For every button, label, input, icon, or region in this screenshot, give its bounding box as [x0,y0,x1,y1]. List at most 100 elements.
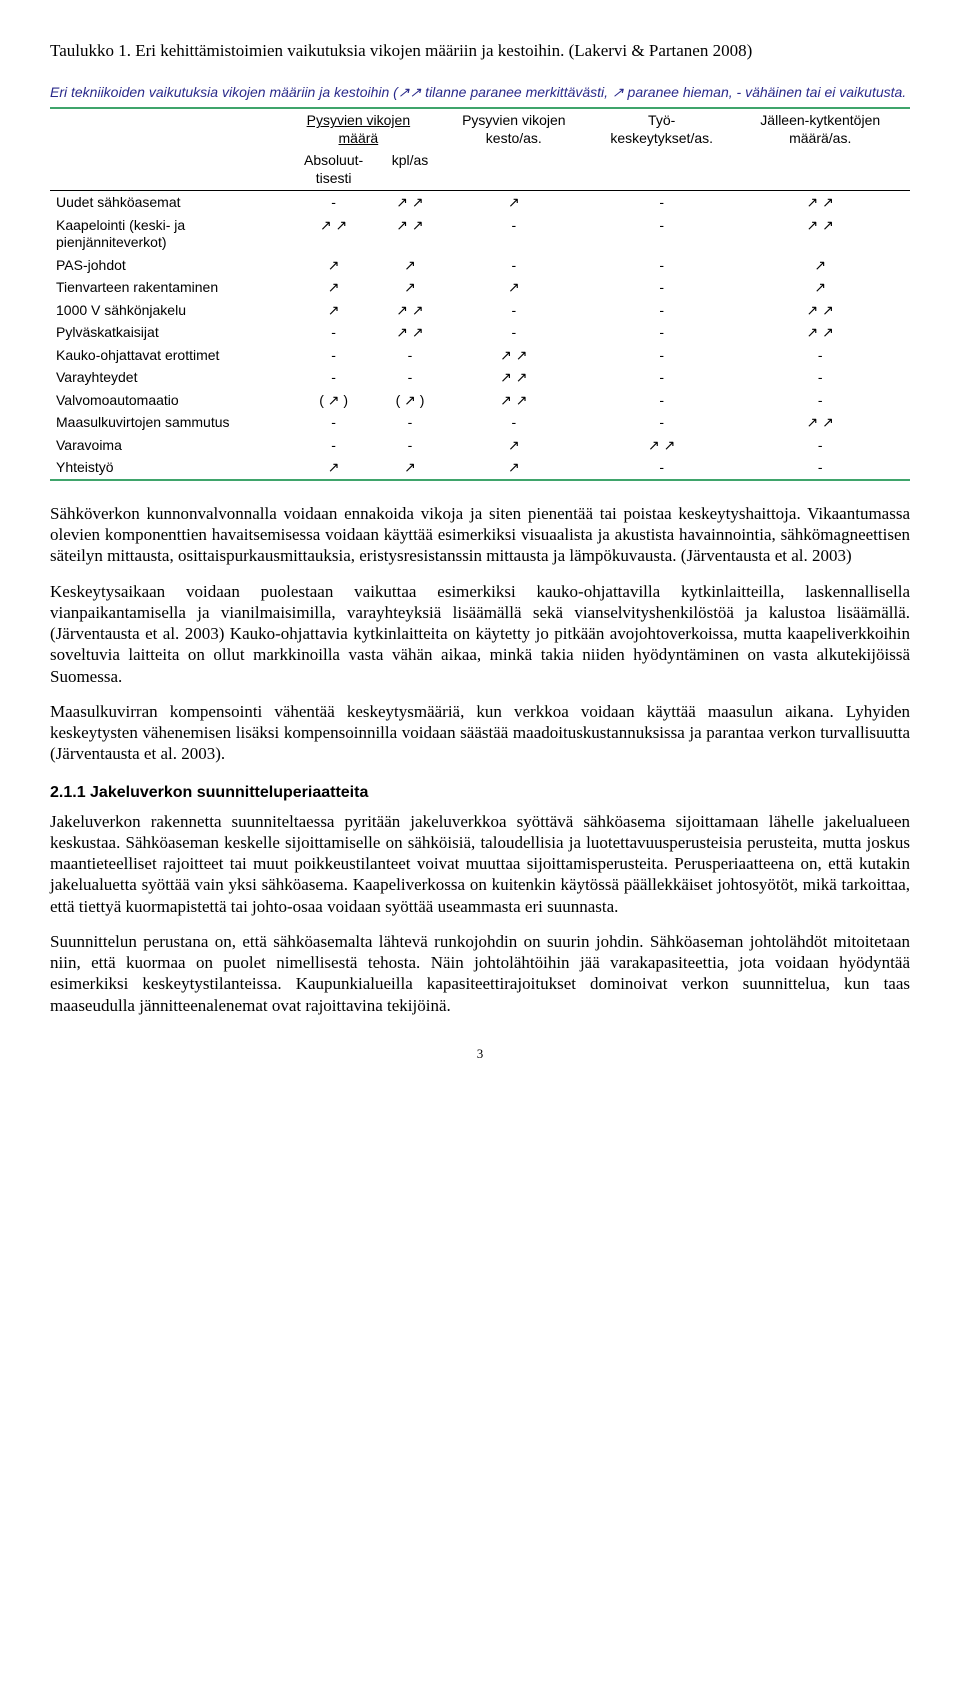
table-row: Kaapelointi (keski- ja pienjänniteverkot… [50,214,910,254]
cell: - [730,456,910,479]
table-row: Pylväskatkaisijat-↗ ↗--↗ ↗ [50,321,910,344]
table-row: PAS-johdot↗↗--↗ [50,254,910,277]
cell: - [593,366,731,389]
cell: ↗ [435,191,593,214]
row-label: Varavoima [50,434,282,457]
table-row: Uudet sähköasemat-↗ ↗↗-↗ ↗ [50,191,910,214]
table-row: Varavoima--↗↗ ↗- [50,434,910,457]
cell: ↗ ↗ [730,299,910,322]
table-row: Varayhteydet--↗ ↗-- [50,366,910,389]
cell: - [385,434,435,457]
row-label: Kaapelointi (keski- ja pienjänniteverkot… [50,214,282,254]
cell: ( ↗ ) [282,389,385,412]
cell: - [593,191,731,214]
row-label: Varayhteydet [50,366,282,389]
cell: ↗ ↗ [385,321,435,344]
table-row: Maasulkuvirtojen sammutus----↗ ↗ [50,411,910,434]
th-work: Työ-keskeytykset/as. [593,109,731,149]
cell: ↗ [730,276,910,299]
cell: - [435,411,593,434]
th-group-count: Pysyvien vikojen määrä [282,109,435,149]
row-label: Pylväskatkaisijat [50,321,282,344]
cell: - [593,389,731,412]
cell: - [282,321,385,344]
table-description: Eri tekniikoiden vaikutuksia vikojen mää… [50,83,910,101]
cell: ↗ ↗ [385,214,435,254]
paragraph-2: Keskeytysaikaan voidaan puolestaan vaiku… [50,581,910,687]
cell: - [593,214,731,254]
row-label: Yhteistyö [50,456,282,479]
table-row: 1000 V sähkönjakelu↗↗ ↗--↗ ↗ [50,299,910,322]
th-sub5 [730,149,910,191]
cell: - [593,411,731,434]
cell: - [435,254,593,277]
cell: ↗ ↗ [435,366,593,389]
cell: - [282,434,385,457]
cell: - [385,411,435,434]
cell: - [730,389,910,412]
effects-table: Pysyvien vikojen määrä Pysyvien vikojen … [50,109,910,479]
paragraph-1: Sähköverkon kunnonvalvonnalla voidaan en… [50,503,910,567]
th-kplas: kpl/as [385,149,435,191]
th-duration: Pysyvien vikojen kesto/as. [435,109,593,149]
cell: - [730,434,910,457]
cell: ↗ [282,299,385,322]
row-label: Kauko-ohjattavat erottimet [50,344,282,367]
th-sub-blank [50,149,282,191]
cell: - [593,344,731,367]
cell: ↗ ↗ [435,389,593,412]
cell: ↗ ↗ [730,321,910,344]
cell: - [435,321,593,344]
cell: - [730,344,910,367]
cell: - [435,214,593,254]
cell: ↗ [282,456,385,479]
cell: - [282,366,385,389]
cell: - [730,366,910,389]
row-label: PAS-johdot [50,254,282,277]
cell: - [282,344,385,367]
cell: ↗ ↗ [282,214,385,254]
cell: ↗ [385,254,435,277]
cell: ↗ ↗ [385,299,435,322]
cell: ↗ ↗ [435,344,593,367]
cell: ↗ [435,434,593,457]
cell: - [593,254,731,277]
table-row: Yhteistyö↗↗↗-- [50,456,910,479]
cell: - [593,276,731,299]
th-sub3 [435,149,593,191]
th-absolute: Absoluut-tisesti [282,149,385,191]
row-label: Uudet sähköasemat [50,191,282,214]
section-heading: 2.1.1 Jakeluverkon suunnitteluperiaattei… [50,783,910,803]
row-label: 1000 V sähkönjakelu [50,299,282,322]
cell: - [385,344,435,367]
row-label: Valvomoautomaatio [50,389,282,412]
cell: ↗ ↗ [385,191,435,214]
th-sub4 [593,149,731,191]
cell: - [593,456,731,479]
cell: ↗ [435,456,593,479]
table-row: Kauko-ohjattavat erottimet--↗ ↗-- [50,344,910,367]
cell: ↗ [385,456,435,479]
paragraph-3: Maasulkuvirran kompensointi vähentää kes… [50,701,910,765]
cell: - [593,321,731,344]
row-label: Maasulkuvirtojen sammutus [50,411,282,434]
th-reclose: Jälleen-kytkentöjen määrä/as. [730,109,910,149]
th-blank [50,109,282,149]
cell: ( ↗ ) [385,389,435,412]
cell: ↗ ↗ [593,434,731,457]
cell: - [282,411,385,434]
cell: ↗ ↗ [730,411,910,434]
table-row: Tienvarteen rakentaminen↗↗↗-↗ [50,276,910,299]
cell: - [435,299,593,322]
cell: ↗ ↗ [730,191,910,214]
cell: ↗ [435,276,593,299]
cell: ↗ [282,276,385,299]
table-row: Valvomoautomaatio( ↗ )( ↗ )↗ ↗-- [50,389,910,412]
cell: - [593,299,731,322]
cell: ↗ [730,254,910,277]
paragraph-4: Jakeluverkon rakennetta suunniteltaessa … [50,811,910,917]
row-label: Tienvarteen rakentaminen [50,276,282,299]
cell: - [282,191,385,214]
cell: - [385,366,435,389]
table-caption: Taulukko 1. Eri kehittämistoimien vaikut… [50,40,910,61]
